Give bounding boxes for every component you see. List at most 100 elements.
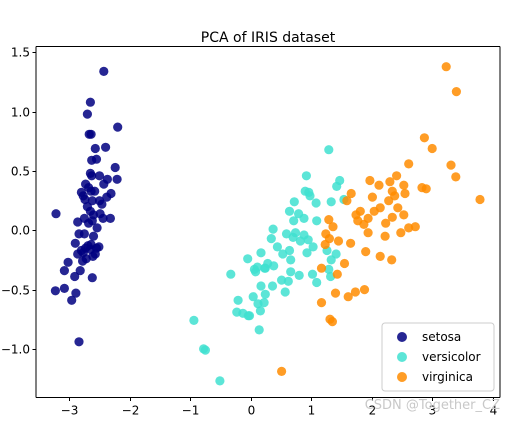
- point-setosa: [71, 288, 81, 298]
- point-virginica: [400, 188, 410, 199]
- point-versicolor: [283, 276, 293, 286]
- point-setosa: [84, 129, 94, 139]
- point-setosa: [99, 66, 109, 76]
- point-versicolor: [286, 255, 296, 265]
- point-virginica: [427, 143, 437, 154]
- x-tick-label: −2: [122, 404, 140, 418]
- point-setosa: [87, 171, 97, 181]
- point-setosa: [110, 162, 120, 173]
- point-setosa: [94, 171, 105, 181]
- point-setosa: [84, 218, 94, 228]
- point-versicolor: [272, 242, 282, 252]
- point-setosa: [59, 283, 69, 293]
- point-versicolor: [266, 234, 276, 244]
- point-virginica: [324, 215, 334, 225]
- point-versicolor: [295, 236, 305, 246]
- point-setosa: [88, 231, 99, 241]
- point-setosa: [90, 186, 100, 196]
- point-setosa: [92, 223, 102, 233]
- point-virginica: [333, 236, 344, 246]
- point-setosa: [63, 257, 73, 267]
- legend-label-virginica: virginica: [422, 370, 473, 384]
- point-virginica: [365, 175, 375, 186]
- x-tick-label: 4: [490, 404, 498, 418]
- scatter-points: [50, 62, 485, 386]
- point-versicolor: [268, 224, 278, 234]
- point-versicolor: [312, 216, 322, 226]
- point-virginica: [369, 206, 379, 216]
- point-versicolor: [284, 206, 295, 216]
- y-tick-label: −1.0: [1, 343, 30, 357]
- point-virginica: [328, 222, 338, 232]
- point-versicolor: [289, 197, 299, 207]
- point-setosa: [51, 209, 61, 219]
- point-setosa: [101, 142, 111, 152]
- point-setosa: [112, 174, 122, 184]
- point-versicolor: [299, 213, 309, 223]
- point-virginica: [380, 231, 390, 241]
- point-setosa: [82, 109, 92, 119]
- point-versicolor: [324, 145, 334, 155]
- point-virginica: [320, 239, 330, 250]
- point-virginica: [361, 247, 371, 257]
- point-versicolor: [294, 270, 304, 280]
- point-virginica: [374, 180, 384, 190]
- x-tick-label: 1: [308, 404, 316, 418]
- point-setosa: [70, 271, 80, 282]
- point-versicolor: [308, 242, 318, 252]
- point-versicolor: [189, 315, 199, 325]
- point-versicolor: [269, 261, 279, 271]
- point-setosa: [73, 217, 83, 227]
- point-versicolor: [286, 267, 296, 277]
- point-virginica: [419, 133, 429, 143]
- y-tick-label: 1.5: [11, 46, 30, 60]
- point-virginica: [346, 238, 356, 248]
- point-virginica: [350, 287, 360, 297]
- x-tick-label: 0: [248, 404, 256, 418]
- point-virginica: [367, 192, 377, 202]
- point-versicolor: [244, 311, 255, 321]
- point-virginica: [446, 160, 456, 170]
- point-setosa: [80, 194, 90, 205]
- point-versicolor: [226, 269, 236, 279]
- point-versicolor: [301, 171, 311, 181]
- point-virginica: [342, 196, 352, 206]
- x-tick-label: 3: [429, 404, 437, 418]
- point-setosa: [78, 256, 88, 266]
- point-virginica: [330, 288, 341, 298]
- point-virginica: [346, 188, 356, 199]
- point-versicolor: [256, 281, 266, 291]
- point-setosa: [74, 229, 84, 239]
- point-setosa: [97, 199, 107, 209]
- point-versicolor: [326, 197, 336, 207]
- point-virginica: [399, 180, 409, 190]
- point-virginica: [385, 177, 395, 187]
- point-setosa: [91, 154, 102, 164]
- y-tick-label: −0.5: [1, 284, 30, 298]
- point-virginica: [387, 212, 397, 222]
- point-versicolor: [267, 281, 278, 291]
- y-tick-label: 0.0: [11, 224, 30, 238]
- point-virginica: [404, 159, 414, 169]
- x-tick-label: −3: [61, 404, 79, 418]
- x-tick-label: −1: [182, 404, 200, 418]
- point-virginica: [375, 251, 385, 261]
- point-virginica: [332, 269, 342, 279]
- point-virginica: [384, 196, 394, 206]
- point-virginica: [451, 172, 461, 182]
- chart-title: PCA of IRIS dataset: [201, 30, 336, 46]
- point-setosa: [102, 192, 112, 202]
- y-tick-label: 0.5: [11, 165, 30, 179]
- legend-label-versicolor: versicolor: [422, 350, 481, 364]
- point-versicolor: [253, 299, 263, 309]
- point-setosa: [50, 286, 61, 296]
- point-virginica: [399, 210, 409, 220]
- point-versicolor: [289, 216, 299, 226]
- point-versicolor: [280, 287, 290, 297]
- point-versicolor: [326, 255, 336, 265]
- legend-box: [381, 322, 495, 392]
- point-versicolor: [243, 254, 253, 264]
- point-versicolor: [311, 198, 321, 208]
- point-versicolor: [200, 345, 210, 355]
